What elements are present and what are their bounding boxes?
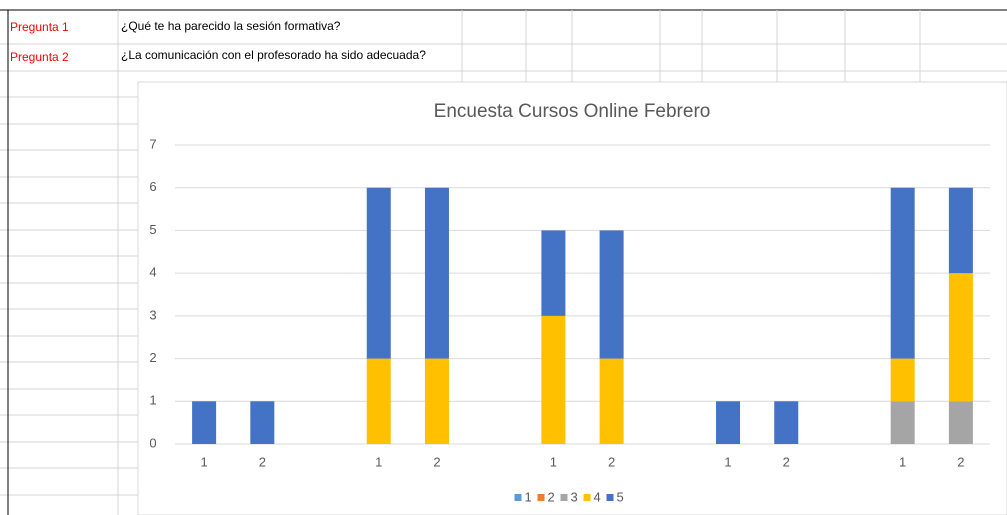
bar-segment — [716, 401, 741, 444]
bar-segment — [948, 401, 973, 444]
legend-marker — [606, 494, 614, 501]
y-tick-label: 0 — [149, 435, 156, 450]
y-tick-label: 7 — [149, 136, 156, 151]
bar-segment — [890, 358, 915, 402]
x-tick-label: 1 — [724, 454, 731, 469]
chart: 0 1 2 3 4 5 6 7 1 2 1 2 1 2 1 2 1 2 1 2 3 4 5 — [149, 136, 990, 504]
bar-segment — [774, 401, 799, 444]
legend-label: 1 — [525, 489, 532, 504]
x-tick-label: 2 — [608, 454, 615, 469]
bar-segment — [948, 273, 973, 402]
y-tick-label: 6 — [149, 179, 156, 194]
y-tick-label: 3 — [149, 307, 156, 322]
x-tick-label: 1 — [375, 454, 382, 469]
cell: Pregunta 2 — [10, 50, 69, 64]
sheet-grid — [0, 9, 1007, 515]
legend-label: 4 — [594, 489, 601, 504]
x-tick-label: 2 — [783, 454, 790, 469]
legend-marker — [537, 494, 545, 501]
y-tick-label: 2 — [149, 350, 156, 365]
bar-segment — [890, 401, 915, 444]
bar-segment — [424, 187, 449, 359]
x-tick-label: 1 — [899, 454, 906, 469]
cell: ¿Qué te ha parecido la sesión formativa? — [121, 19, 341, 33]
bar-segment — [541, 230, 566, 316]
chart-area[interactable] — [137, 81, 1007, 515]
chart-title: Encuesta Cursos Online Febrero — [434, 101, 711, 122]
legend-marker — [583, 494, 591, 501]
legend-label: 2 — [548, 489, 555, 504]
bar-segment — [250, 401, 275, 444]
bar-segment — [948, 187, 973, 274]
x-tick-label: 1 — [550, 454, 557, 469]
cell: Pregunta 1 — [10, 20, 69, 34]
y-tick-label: 5 — [149, 222, 156, 237]
legend-marker — [514, 494, 522, 501]
y-tick-label: 1 — [149, 393, 156, 408]
bar-segment — [890, 187, 915, 359]
cell: ¿La comunicación con el profesorado ha s… — [121, 48, 426, 62]
x-tick-label: 2 — [259, 454, 266, 469]
bar-segment — [366, 187, 391, 359]
x-tick-label: 2 — [957, 454, 964, 469]
legend-label: 5 — [617, 489, 624, 504]
bar-segment — [599, 230, 624, 359]
x-tick-label: 2 — [433, 454, 440, 469]
x-tick-label: 1 — [200, 454, 207, 469]
legend-marker — [560, 494, 568, 501]
bar-segment — [424, 358, 449, 444]
legend-label: 3 — [571, 489, 578, 504]
bar-segment — [366, 358, 391, 444]
bar-segment — [599, 358, 624, 444]
bar-segment — [192, 401, 217, 444]
y-tick-label: 4 — [149, 265, 156, 280]
bar-segment — [541, 315, 566, 444]
